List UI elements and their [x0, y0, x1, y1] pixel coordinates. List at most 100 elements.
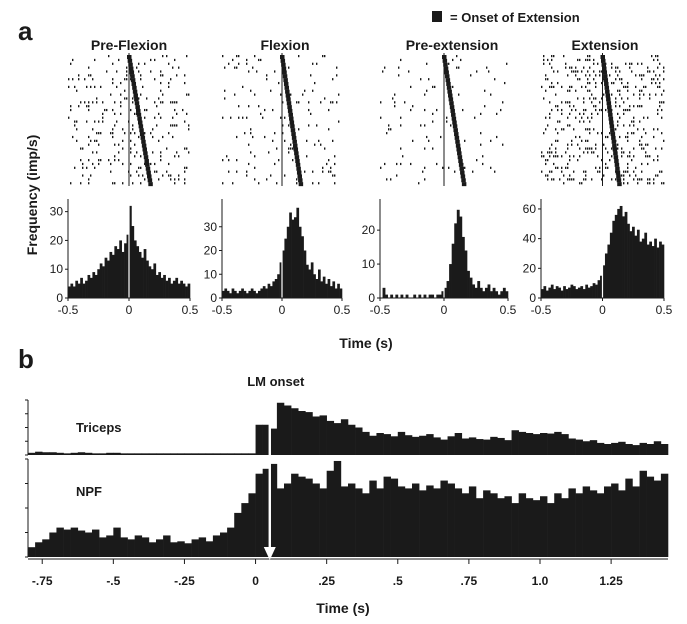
raster-tick [647, 116, 649, 119]
raster-tick [130, 139, 132, 142]
trace-bar [440, 480, 448, 557]
trace-bar [305, 478, 313, 557]
raster-tick [70, 62, 72, 65]
raster-tick [184, 74, 186, 77]
trace-bar [42, 452, 50, 455]
raster-tick [112, 78, 114, 81]
raster-tick [410, 108, 412, 112]
raster-tick [623, 151, 625, 154]
onset-marker [606, 97, 611, 102]
trace-bar [611, 483, 619, 557]
raster-tick [569, 105, 571, 108]
onset-marker [445, 78, 451, 83]
raster-tick [657, 85, 659, 89]
onset-marker [136, 108, 141, 113]
raster-tick [398, 66, 400, 69]
raster-tick [579, 155, 581, 158]
raster-3 [541, 53, 665, 187]
raster-tick [633, 120, 635, 123]
raster-tick [623, 108, 625, 112]
raster-tick [172, 135, 174, 139]
raster-tick [587, 147, 589, 150]
trace-bar [319, 488, 327, 557]
onset-marker [607, 108, 613, 113]
raster-tick [651, 78, 653, 81]
raster-tick [569, 155, 571, 158]
hist-bar [231, 288, 235, 298]
raster-tick [452, 58, 454, 62]
trace-bar [234, 453, 242, 455]
trace-bar [348, 483, 356, 557]
raster-tick [320, 143, 322, 146]
hist-bar [502, 287, 506, 298]
onset-marker [147, 178, 153, 183]
raster-tick [647, 155, 649, 158]
trace-bar [120, 537, 128, 557]
raster-tick [160, 101, 162, 104]
raster-tick [615, 97, 617, 100]
raster-tick [186, 166, 188, 169]
raster-tick [242, 116, 244, 119]
raster-tick [639, 178, 641, 181]
hist-bar [405, 294, 409, 298]
raster-tick [90, 85, 92, 89]
hist-bar [301, 236, 304, 298]
raster-tick [575, 89, 577, 92]
raster-tick [426, 62, 428, 65]
trace-bar [28, 547, 36, 557]
raster-tick [629, 108, 631, 112]
onset-marker [285, 93, 291, 98]
hist-bar [446, 281, 450, 298]
raster-tick [579, 112, 581, 115]
raster-tick [398, 74, 400, 77]
raster-tick [561, 170, 563, 173]
raster-tick [332, 101, 334, 104]
onset-marker [295, 162, 301, 167]
raster-tick [184, 120, 186, 123]
trace-bar [156, 453, 164, 455]
raster-tick [627, 135, 629, 139]
raster-tick [338, 120, 340, 123]
raster-tick [336, 66, 338, 69]
trace-bar [49, 532, 57, 557]
trace-bar [525, 433, 534, 455]
trace-bar [611, 442, 619, 455]
hist-bar [474, 287, 478, 298]
onset-marker [608, 116, 614, 121]
trace-bar [461, 493, 470, 557]
raster-tick [102, 116, 104, 119]
raster-tick [567, 89, 569, 92]
raster-tick [593, 70, 595, 73]
raster-tick [308, 124, 310, 127]
raster-tick [663, 101, 665, 104]
hist-bar [80, 277, 83, 298]
onset-marker [145, 166, 151, 171]
raster-tick [330, 170, 332, 173]
hist-bar [382, 287, 386, 298]
trace-bar [355, 488, 363, 557]
raster-tick [585, 108, 587, 112]
hist-bar [444, 287, 447, 298]
raster-tick [615, 70, 617, 73]
raster-tick [282, 101, 284, 104]
raster-tick [338, 93, 340, 96]
raster-tick [627, 139, 629, 142]
raster-tick [587, 116, 589, 119]
onset-marker [615, 166, 620, 171]
raster-tick [653, 178, 655, 181]
hist-bar [274, 279, 278, 298]
raster-tick [577, 70, 579, 73]
raster-tick [134, 112, 136, 115]
raster-tick [601, 132, 603, 135]
onset-marker [461, 178, 466, 183]
raster-tick [631, 132, 633, 135]
raster-tick [92, 78, 94, 81]
hist-bar [431, 294, 435, 298]
raster-tick [627, 97, 629, 100]
x-tick-label-b: -.25 [174, 574, 195, 588]
trace-bar [163, 535, 171, 557]
trace-bar [419, 435, 427, 455]
raster-tick [136, 66, 138, 69]
hist-bar [87, 274, 91, 298]
